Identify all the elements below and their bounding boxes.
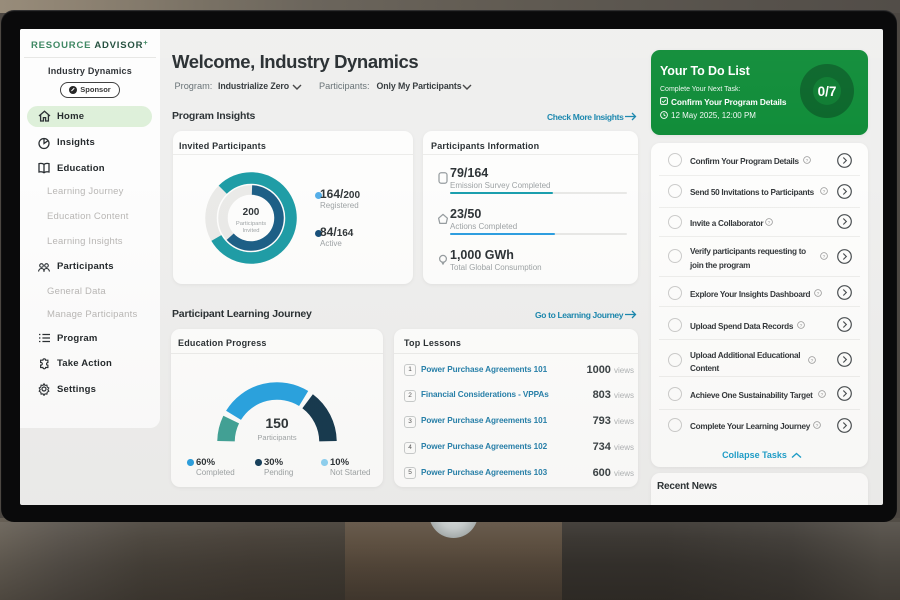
svg-text:Invited: Invited (242, 228, 259, 234)
svg-text:?: ? (816, 290, 819, 296)
svg-text:?: ? (806, 158, 809, 164)
svg-text:0/7: 0/7 (818, 84, 837, 99)
svg-text:Participants: Participants (236, 221, 266, 227)
svg-text:?: ? (823, 189, 826, 195)
svg-text:200: 200 (243, 207, 260, 218)
svg-text:?: ? (768, 219, 771, 225)
svg-text:?: ? (799, 322, 802, 328)
svg-text:?: ? (823, 254, 826, 260)
svg-text:?: ? (820, 391, 823, 397)
svg-text:?: ? (815, 423, 818, 429)
svg-text:?: ? (810, 357, 813, 363)
